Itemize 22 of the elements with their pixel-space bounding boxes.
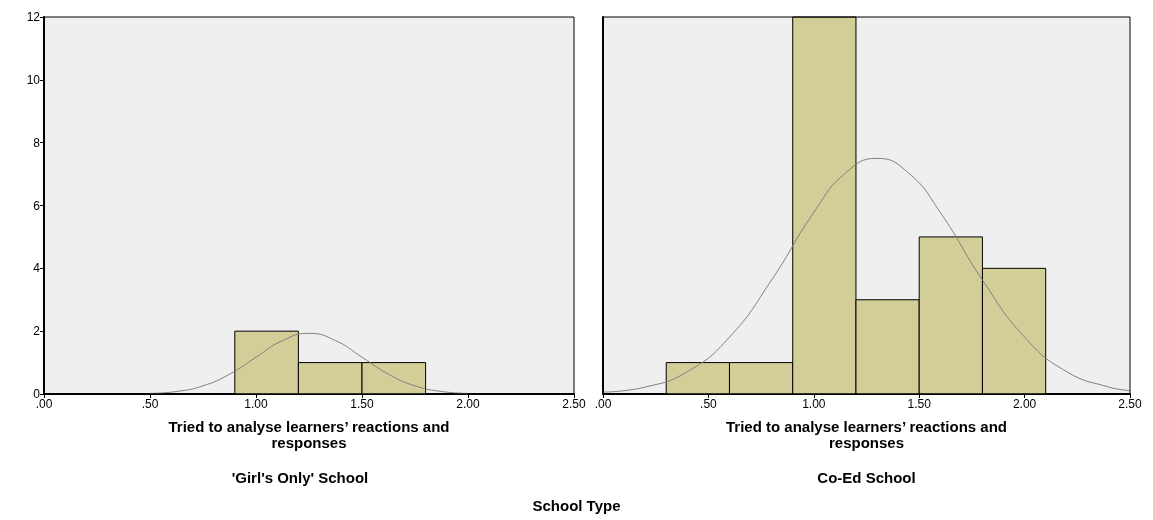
text: School Type: [532, 497, 621, 514]
y-tick-label: 2: [33, 324, 41, 339]
x-axis-title: Tried to analyse learners’ reactions and responses: [726, 417, 1007, 451]
x-tick-label: .00: [594, 397, 612, 411]
y-tick-label: 8: [33, 135, 41, 150]
y-tick-label: 10: [26, 72, 41, 87]
y-tick-label: 6: [33, 198, 41, 213]
text: Co-Ed School: [817, 469, 916, 486]
text: 'Girl's Only' School: [231, 469, 369, 486]
x-axis-title: Tried to analyse learners’ reactions and responses: [168, 417, 450, 451]
x-tick-label: 2.50: [562, 397, 586, 411]
x-tick-label: .50: [141, 397, 159, 411]
x-tick-label: 2.00: [456, 397, 480, 411]
x-tick-label: 2.00: [1012, 397, 1037, 411]
x-tick-label: 1.00: [244, 397, 268, 411]
x-tick-label: 2.50: [1118, 397, 1142, 411]
x-tick-label: 1.50: [350, 397, 374, 411]
y-tick-label: 4: [33, 261, 41, 276]
x-tick-label: 1.00: [802, 397, 826, 411]
y-tick-label: 12: [26, 10, 41, 24]
x-tick-label: .50: [700, 397, 718, 411]
x-tick-label: 1.50: [907, 397, 932, 411]
